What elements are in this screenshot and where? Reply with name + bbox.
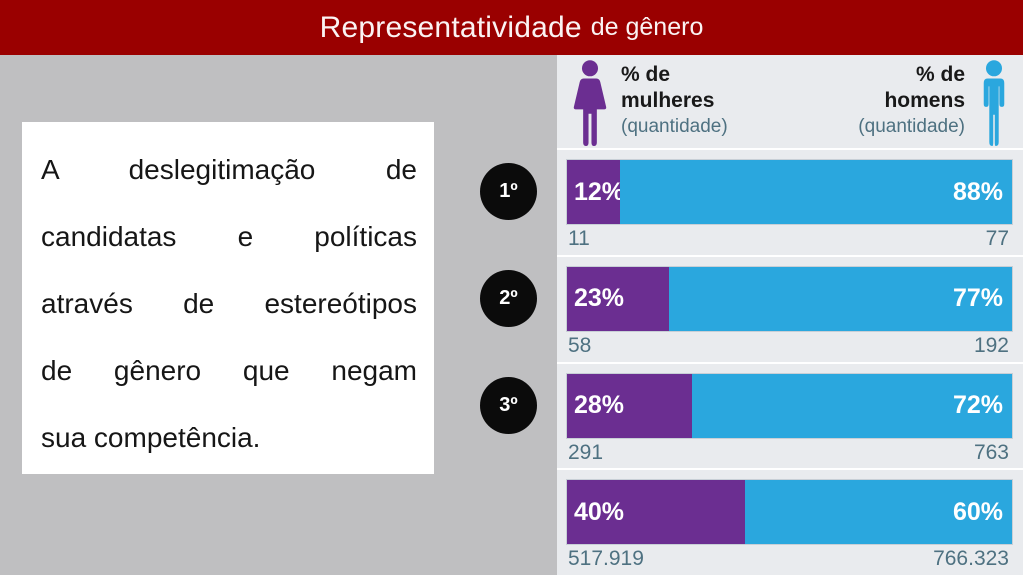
slide-title: Representatividade bbox=[319, 10, 582, 44]
counts-row: 517.919 766.323 bbox=[567, 547, 1012, 571]
men-percent-label: 88% bbox=[952, 177, 1003, 206]
women-legend-line2: mulheres bbox=[621, 89, 715, 112]
chart-row: 40% 60% 517.919 766.323 bbox=[557, 470, 1023, 575]
men-bar-segment: 72% bbox=[691, 373, 1012, 438]
women-bar-segment: 28% bbox=[567, 373, 692, 438]
text-box: A deslegitimação de candidatas e política… bbox=[22, 122, 434, 474]
text-box-line: candidatas e políticas bbox=[41, 221, 417, 252]
women-bar-segment: 40% bbox=[567, 480, 745, 545]
rank-badge: 3º bbox=[480, 376, 537, 434]
rank-badge: 2º bbox=[480, 269, 537, 327]
women-count-label: 291 bbox=[568, 440, 604, 464]
men-bar-segment: 88% bbox=[620, 160, 1012, 224]
women-count-label: 11 bbox=[568, 227, 590, 250]
chart-legend: % de mulheres (quantidade) % de homens (… bbox=[557, 55, 1023, 150]
slide-subtitle: de gênero bbox=[590, 13, 704, 41]
women-percent-label: 12% bbox=[574, 177, 625, 206]
men-legend-qty: (quantidade) bbox=[858, 116, 965, 137]
stacked-bar: 12% 88% bbox=[567, 160, 1012, 224]
counts-row: 58 192 bbox=[567, 334, 1012, 358]
chart-row: 3º 28% 72% 291 763 bbox=[480, 364, 1023, 471]
women-count-label: 517.919 bbox=[568, 547, 644, 571]
men-percent-label: 60% bbox=[952, 497, 1003, 526]
men-count-label: 192 bbox=[973, 333, 1009, 357]
women-percent-label: 28% bbox=[574, 391, 625, 419]
stacked-bar: 23% 77% bbox=[567, 266, 1012, 331]
women-percent-label: 23% bbox=[574, 284, 625, 313]
chart-rows: 1º 12% 88% 11 77 2º 23% 77% 58 192 bbox=[480, 150, 1023, 575]
stacked-bar: 40% 60% bbox=[567, 480, 1012, 545]
men-count-label: 763 bbox=[973, 440, 1009, 464]
men-percent-label: 77% bbox=[952, 284, 1003, 313]
woman-icon bbox=[573, 60, 607, 147]
men-count-label: 766.323 bbox=[933, 547, 1009, 571]
men-bar-segment: 60% bbox=[745, 480, 1012, 545]
text-box-line: através de estereótipos bbox=[41, 288, 417, 319]
women-bar-segment: 12% bbox=[567, 160, 624, 224]
counts-row: 291 763 bbox=[567, 441, 1012, 465]
title-bar: Representatividade de gênero bbox=[0, 0, 1023, 55]
women-percent-label: 40% bbox=[574, 497, 625, 526]
women-legend: % de mulheres (quantidade) bbox=[621, 62, 728, 139]
man-icon bbox=[983, 60, 1005, 147]
women-count-label: 58 bbox=[568, 333, 592, 357]
men-bar-segment: 77% bbox=[669, 266, 1012, 331]
women-legend-qty: (quantidade) bbox=[621, 116, 728, 137]
text-box-line: de gênero que negam bbox=[41, 355, 417, 386]
men-count-label: 77 bbox=[985, 227, 1009, 250]
chart-panel: % de mulheres (quantidade) % de homens (… bbox=[480, 55, 1023, 575]
chart-row: 2º 23% 77% 58 192 bbox=[480, 257, 1023, 364]
men-legend-line1: % de bbox=[915, 63, 965, 86]
women-bar-segment: 23% bbox=[567, 266, 670, 331]
rank-badge: 1º bbox=[480, 163, 537, 220]
women-legend-line1: % de bbox=[621, 63, 671, 86]
men-percent-label: 72% bbox=[952, 391, 1003, 419]
text-box-line: A deslegitimação de bbox=[41, 154, 417, 185]
stacked-bar: 28% 72% bbox=[567, 373, 1012, 438]
text-box-line: sua competência. bbox=[41, 422, 261, 453]
men-legend: % de homens (quantidade) bbox=[858, 62, 965, 139]
counts-row: 11 77 bbox=[567, 227, 1012, 251]
chart-row: 1º 12% 88% 11 77 bbox=[480, 150, 1023, 257]
men-legend-line2: homens bbox=[884, 89, 965, 112]
